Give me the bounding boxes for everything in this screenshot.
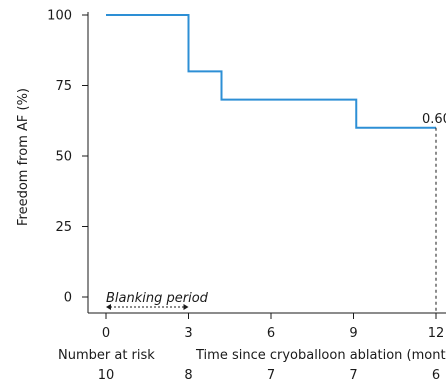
risk-count: 7 bbox=[349, 368, 357, 381]
x-tick-label: 6 bbox=[267, 326, 275, 341]
x-ticks: 0 3 6 9 12 bbox=[102, 313, 444, 341]
risk-count: 8 bbox=[184, 368, 192, 381]
x-tick-label: 9 bbox=[349, 326, 357, 341]
series-group bbox=[106, 14, 436, 129]
blanking-period-label: Blanking period bbox=[106, 291, 209, 306]
y-tick-label: 0 bbox=[64, 291, 72, 306]
number-at-risk-table: Number at risk 10 8 7 7 6 bbox=[58, 348, 440, 381]
risk-count: 6 bbox=[432, 368, 440, 381]
x-tick-label: 3 bbox=[184, 326, 192, 341]
x-tick-label: 0 bbox=[102, 326, 110, 341]
x-tick-label: 12 bbox=[428, 326, 445, 341]
y-ticks: 0 25 50 75 100 bbox=[47, 9, 88, 306]
end-value-label: 0.60 bbox=[422, 112, 446, 127]
y-tick-label: 75 bbox=[55, 79, 72, 94]
axes bbox=[87, 12, 446, 314]
blanking-arrowhead-left bbox=[106, 304, 111, 310]
y-axis-title: Freedom from AF (%) bbox=[16, 88, 31, 226]
y-tick-label: 25 bbox=[55, 220, 72, 235]
y-tick-label: 100 bbox=[47, 9, 72, 24]
number-at-risk-label: Number at risk bbox=[58, 348, 155, 363]
risk-count: 7 bbox=[267, 368, 275, 381]
blanking-arrowhead-right bbox=[183, 304, 189, 310]
survival-step-line bbox=[106, 14, 436, 129]
x-axis-title: Time since cryoballoon ablation (months) bbox=[195, 348, 446, 363]
y-tick-label: 50 bbox=[55, 150, 72, 165]
annotations: 0.60 Blanking period bbox=[106, 112, 446, 313]
risk-count: 10 bbox=[98, 368, 115, 381]
